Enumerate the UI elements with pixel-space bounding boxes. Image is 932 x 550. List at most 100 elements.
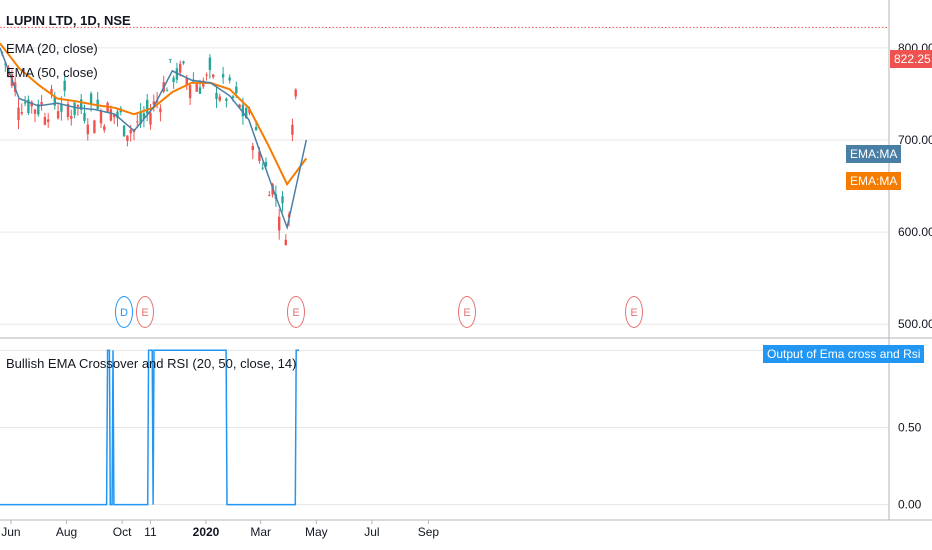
candle-body	[284, 239, 287, 246]
candle-body	[258, 151, 261, 161]
candle-body	[205, 74, 208, 76]
candle-body	[126, 135, 129, 141]
candle-body	[109, 109, 113, 121]
candle-body	[129, 129, 132, 134]
candle-body	[188, 85, 192, 99]
ema50-legend[interactable]: EMA (50, close)	[6, 65, 98, 80]
y-tick-label: 600.00	[898, 225, 932, 239]
candle-body	[136, 121, 139, 123]
candle-body	[60, 104, 63, 112]
candle-body	[50, 88, 53, 94]
ema20-badge: EMA:MA	[846, 145, 902, 163]
indicator-legend[interactable]: Bullish EMA Crossover and RSI (20, 50, c…	[6, 356, 297, 371]
ema20-legend[interactable]: EMA (20, close)	[6, 41, 98, 56]
candle-body	[172, 77, 175, 83]
candle-body	[208, 57, 212, 70]
candle-body	[30, 101, 33, 107]
candle-body	[63, 80, 66, 91]
candle-body	[113, 114, 116, 118]
candle-body	[165, 90, 169, 92]
candle-body	[268, 195, 271, 197]
candle-body	[291, 124, 294, 135]
candle-body	[56, 111, 60, 119]
candle-body	[245, 108, 248, 119]
ema20-line	[0, 47, 308, 231]
x-tick-label: Mar	[250, 525, 271, 539]
candle-body	[264, 161, 268, 167]
y-tick-label: 500.00	[898, 317, 932, 331]
candle-body	[73, 102, 76, 116]
candle-body	[27, 99, 30, 114]
candle-body	[221, 74, 225, 78]
candle-body	[66, 103, 70, 118]
candle-body	[228, 77, 231, 81]
candle-body	[93, 120, 96, 134]
event-marker-earnings[interactable]: E	[458, 296, 476, 328]
x-tick-label: Jun	[1, 525, 20, 539]
x-tick-label: 11	[144, 525, 157, 539]
candle-body	[53, 96, 56, 106]
candle-body	[159, 108, 162, 113]
time-axis[interactable]: Jun Aug Oct 11 2020 Mar May Jul Sep	[1, 520, 439, 539]
candle-body	[169, 59, 172, 61]
event-marker-dividend[interactable]: D	[115, 296, 133, 328]
symbol-title: LUPIN LTD, 1D, NSE	[6, 13, 131, 28]
indicator-axis[interactable]: 0.000.501.00	[898, 343, 922, 511]
event-marker-earnings[interactable]: E	[136, 296, 154, 328]
candle-body	[89, 93, 93, 104]
candle-body	[96, 99, 99, 109]
price-pane[interactable]	[0, 26, 889, 246]
event-marker-earnings[interactable]: E	[287, 296, 305, 328]
candle-body	[20, 112, 23, 114]
ema50-badge: EMA:MA	[846, 172, 902, 190]
candle-body	[254, 127, 258, 131]
y-tick-label: 0.00	[898, 498, 922, 512]
event-marker-earnings[interactable]: E	[625, 296, 643, 328]
candle-body	[251, 146, 254, 151]
candle-body	[106, 102, 109, 113]
candle-body	[149, 112, 152, 125]
candle-body	[278, 216, 281, 231]
candle-body	[40, 102, 43, 105]
candle-body	[142, 113, 146, 119]
candle-body	[281, 196, 284, 204]
output-line	[0, 349, 299, 506]
candle-body	[235, 86, 238, 94]
candle-body	[83, 112, 86, 121]
candle-body	[179, 63, 182, 73]
candle-body	[212, 74, 215, 78]
x-tick-label: Aug	[56, 525, 77, 539]
candle-body	[241, 104, 245, 117]
x-tick-label: 2020	[193, 525, 220, 539]
candle-body	[23, 102, 27, 104]
candle-body	[122, 125, 126, 137]
candle-body	[33, 109, 37, 114]
x-tick-label: Jul	[364, 525, 379, 539]
candle-body	[70, 115, 73, 119]
x-tick-label: Oct	[113, 525, 132, 539]
candle-body	[4, 63, 7, 65]
candle-body	[231, 96, 235, 99]
candle-body	[182, 61, 185, 64]
candle-body	[225, 98, 228, 101]
last-price-badge: 822.25	[890, 50, 932, 68]
candle-body	[175, 68, 179, 80]
indicator-pane[interactable]	[0, 349, 299, 506]
candle-body	[80, 99, 83, 110]
candle-body	[218, 96, 221, 101]
candle-body	[185, 78, 188, 86]
output-badge: Output of Ema cross and Rsi	[763, 345, 925, 363]
candle-body	[17, 107, 20, 121]
candle-body	[152, 101, 155, 105]
candle-body	[43, 117, 47, 125]
candle-body	[146, 99, 149, 114]
grid-lines	[0, 47, 889, 506]
candle-body	[294, 89, 297, 97]
x-tick-label: May	[305, 525, 328, 539]
y-tick-label: 700.00	[898, 133, 932, 147]
candle-body	[76, 105, 80, 107]
candle-body	[238, 104, 241, 108]
candle-body	[198, 87, 202, 94]
